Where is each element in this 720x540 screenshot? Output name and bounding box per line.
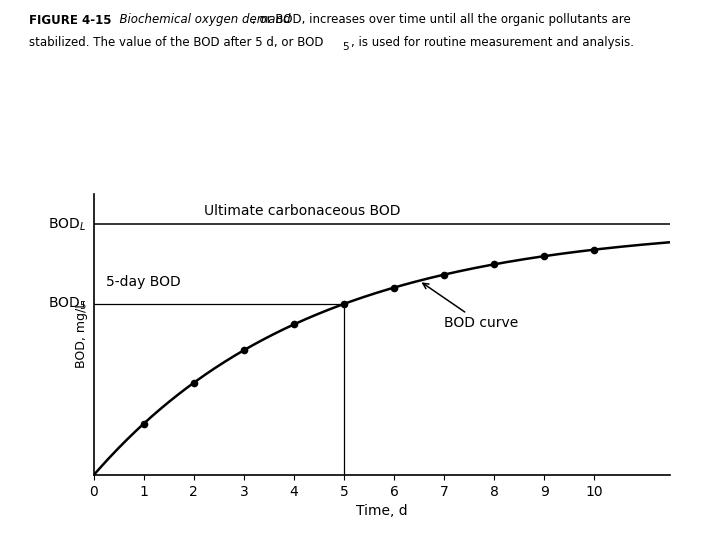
- Text: Basic Environmental Technology, Sixth Edition: Basic Environmental Technology, Sixth Ed…: [151, 509, 336, 518]
- Text: 5: 5: [342, 42, 348, 52]
- Text: 5-day BOD: 5-day BOD: [106, 275, 181, 289]
- Text: FIGURE 4-15: FIGURE 4-15: [29, 14, 112, 26]
- Text: Ultimate carbonaceous BOD: Ultimate carbonaceous BOD: [204, 204, 400, 218]
- Text: BOD$_L$: BOD$_L$: [48, 217, 86, 233]
- Text: Biochemical oxygen demand: Biochemical oxygen demand: [112, 14, 290, 26]
- Y-axis label: BOD, mg/L: BOD, mg/L: [75, 301, 88, 368]
- Text: BOD curve: BOD curve: [423, 284, 518, 330]
- Text: , or BOD, increases over time until all the organic pollutants are: , or BOD, increases over time until all …: [252, 14, 631, 26]
- Text: Copyright © 2015 by Pearson Education, Inc.: Copyright © 2015 by Pearson Education, I…: [421, 509, 603, 518]
- Text: BOD$_5$: BOD$_5$: [48, 296, 86, 312]
- Text: ALWAYS LEARNING: ALWAYS LEARNING: [4, 516, 113, 525]
- Text: , is used for routine measurement and analysis.: , is used for routine measurement and an…: [351, 36, 634, 49]
- Text: Jerry A. Nathanson | Richard A. Schneider: Jerry A. Nathanson | Richard A. Schneide…: [151, 525, 318, 534]
- Text: PEARSON: PEARSON: [630, 513, 712, 528]
- X-axis label: Time, d: Time, d: [356, 504, 408, 518]
- Text: stabilized. The value of the BOD after 5 d, or BOD: stabilized. The value of the BOD after 5…: [29, 36, 323, 49]
- Text: All Rights Reserved: All Rights Reserved: [421, 525, 499, 534]
